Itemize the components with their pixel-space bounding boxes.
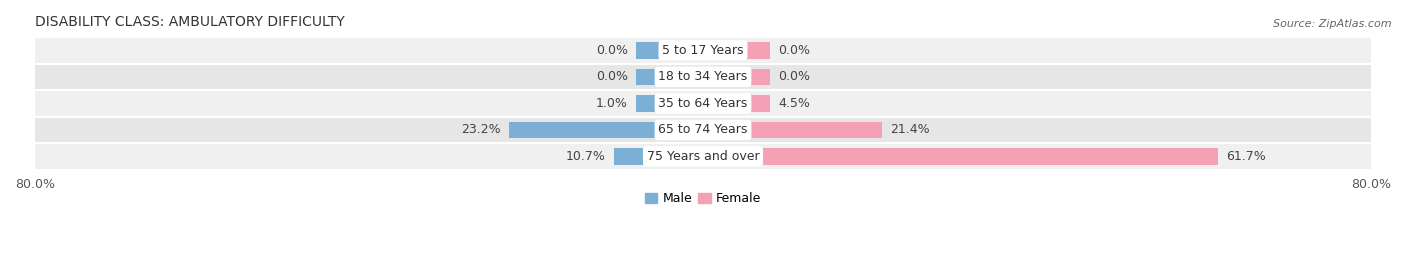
Text: 35 to 64 Years: 35 to 64 Years [658,97,748,110]
Text: 61.7%: 61.7% [1226,150,1267,163]
Text: 0.0%: 0.0% [596,44,628,57]
Bar [703,95,770,112]
Text: 0.0%: 0.0% [778,70,810,83]
Text: 5 to 17 Years: 5 to 17 Years [662,44,744,57]
Text: 75 Years and over: 75 Years and over [647,150,759,163]
Bar [35,90,1371,117]
Text: 1.0%: 1.0% [596,97,628,110]
Text: 0.0%: 0.0% [596,70,628,83]
Legend: Male, Female: Male, Female [640,187,766,210]
Bar [636,42,703,58]
Text: DISABILITY CLASS: AMBULATORY DIFFICULTY: DISABILITY CLASS: AMBULATORY DIFFICULTY [35,15,344,29]
Text: 65 to 74 Years: 65 to 74 Years [658,123,748,136]
Bar [35,117,1371,143]
Bar [636,69,703,85]
Bar [703,69,770,85]
Text: 4.5%: 4.5% [778,97,810,110]
Bar [703,148,1218,165]
Text: 21.4%: 21.4% [890,123,929,136]
Bar [613,148,703,165]
Text: 23.2%: 23.2% [461,123,501,136]
Bar [509,122,703,138]
Bar [35,37,1371,63]
Bar [703,42,770,58]
Text: Source: ZipAtlas.com: Source: ZipAtlas.com [1274,19,1392,29]
Bar [35,143,1371,170]
Bar [703,122,882,138]
Bar [636,95,703,112]
Text: 0.0%: 0.0% [778,44,810,57]
Bar [35,63,1371,90]
Text: 18 to 34 Years: 18 to 34 Years [658,70,748,83]
Text: 10.7%: 10.7% [565,150,606,163]
